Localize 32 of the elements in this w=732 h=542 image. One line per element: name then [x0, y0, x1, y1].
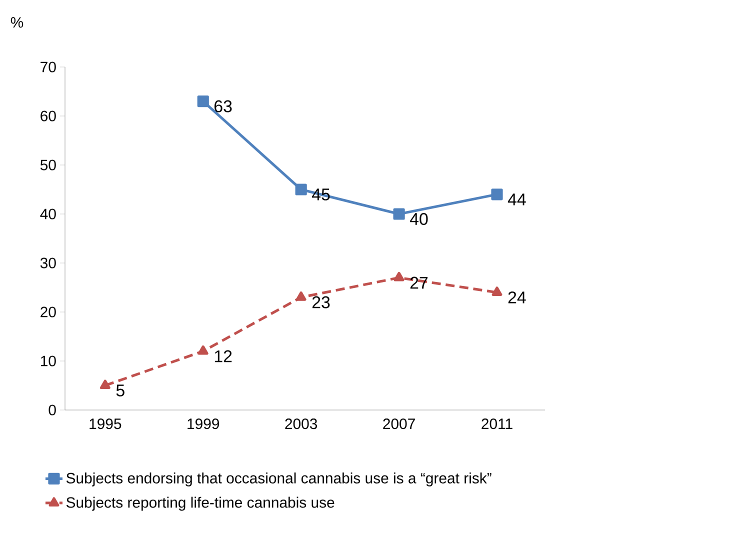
point: [492, 286, 502, 296]
legend-label: Subjects reporting life-time cannabis use: [66, 496, 334, 511]
y-tick-label: 60: [40, 110, 56, 122]
point: [198, 345, 208, 355]
y-tick-label: 50: [40, 160, 56, 170]
point: [100, 380, 110, 390]
y-tick-label: 70: [40, 62, 56, 72]
x-tick-label: 2011: [482, 418, 512, 430]
y-tick-label: 20: [40, 306, 56, 318]
point: [393, 208, 405, 220]
point: [394, 272, 404, 282]
x-tick-label: 2003: [285, 418, 318, 430]
y-tick-label: 10: [41, 356, 56, 366]
data-label: 40: [410, 213, 428, 225]
x-tick-label: 1999: [188, 418, 220, 430]
data-label: 23: [312, 296, 330, 308]
x-tick-label: 1995: [90, 418, 122, 430]
data-label: 24: [508, 291, 526, 304]
y-tick-label: 0: [48, 404, 56, 416]
point: [296, 291, 306, 301]
legend-label: Subjects endorsing that occasional cannabis use is a “great risk”: [66, 472, 492, 486]
y-tick-label: 40: [40, 208, 56, 220]
y-axis-title: %: [10, 17, 24, 28]
point: [197, 95, 209, 108]
data-label: 12: [214, 350, 232, 362]
data-label: 5: [116, 384, 124, 396]
data-label: 44: [508, 194, 526, 206]
data-label: 63: [214, 100, 232, 112]
point: [295, 184, 307, 196]
y-tick-label: 30: [40, 258, 56, 268]
x-tick-label: 2007: [383, 418, 415, 430]
point: [491, 188, 503, 200]
